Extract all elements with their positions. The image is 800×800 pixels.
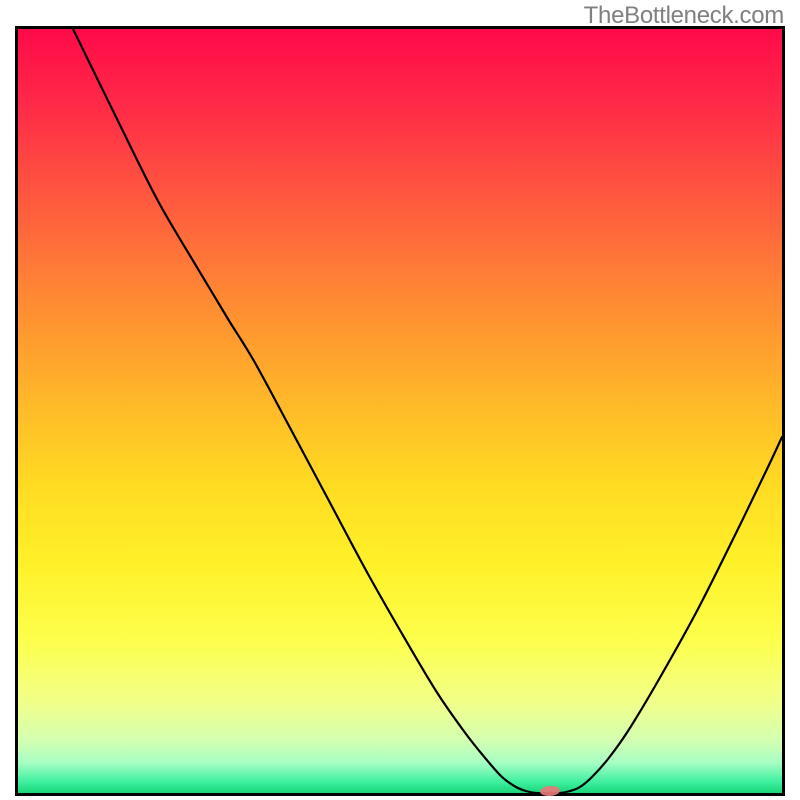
bottleneck-curve [73,29,782,793]
chart-curve-layer [18,29,782,793]
